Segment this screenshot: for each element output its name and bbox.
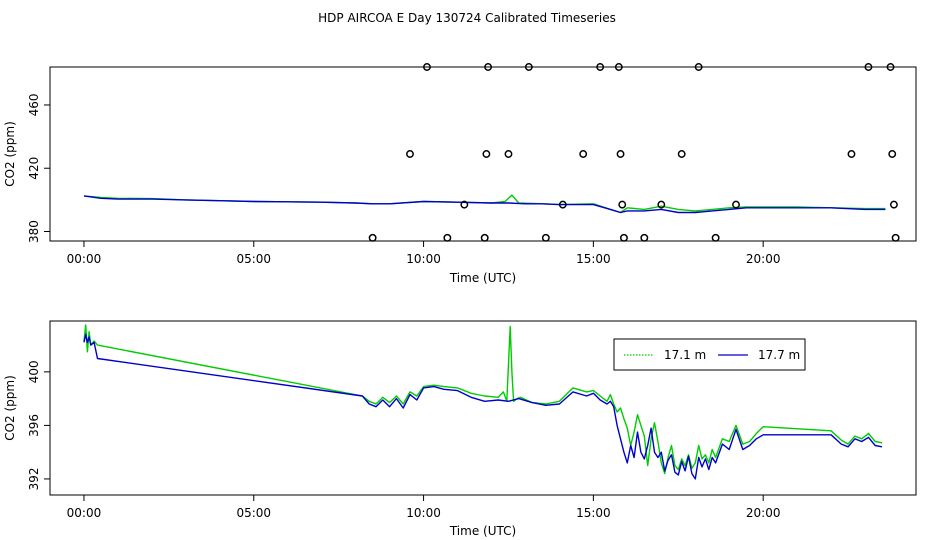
top-plot-area	[83, 63, 900, 242]
outlier-point	[558, 200, 567, 209]
top-y-axis: 380 420 460	[27, 94, 50, 243]
x-tick-label: 00:00	[67, 252, 102, 266]
bottom-x-axis-label: Time (UTC)	[449, 524, 516, 538]
outlier-point	[614, 63, 623, 71]
x-tick-label: 05:00	[236, 506, 271, 520]
outlier-point	[480, 233, 489, 242]
x-tick-label: 10:00	[406, 252, 441, 266]
x-tick-label: 20:00	[746, 506, 781, 520]
outlier-point	[732, 200, 740, 209]
top-series-line-1	[83, 195, 886, 214]
top-y-axis-label: CO2 (ppm)	[3, 121, 17, 187]
y-tick-label: 380	[27, 220, 41, 243]
outlier-point	[711, 233, 720, 242]
outlier-point	[423, 63, 431, 71]
x-tick-label: 20:00	[746, 252, 781, 266]
outlier-point	[443, 233, 452, 242]
chart-title: HDP AIRCOA E Day 130724 Calibrated Times…	[318, 11, 616, 25]
x-tick-label: 05:00	[236, 252, 271, 266]
outlier-point	[482, 150, 491, 158]
top-series-line-0	[83, 194, 886, 214]
bottom-x-axis: 00:00 05:00 10:00 15:00 20:00	[67, 495, 781, 520]
bot-series-line-0	[83, 324, 883, 475]
y-tick-label: 400	[27, 360, 41, 383]
bottom-panel: 00:00 05:00 10:00 15:00 20:00 392 396 400 Time…	[3, 320, 917, 538]
outlier-point	[541, 233, 550, 242]
x-tick-label: 00:00	[67, 506, 102, 520]
bottom-plot-area	[83, 324, 883, 480]
y-tick-label: 392	[27, 467, 41, 490]
bottom-y-axis-label: CO2 (ppm)	[3, 375, 17, 441]
outlier-point	[616, 150, 625, 158]
outlier-point	[640, 233, 649, 242]
bottom-plot-frame	[49, 320, 917, 496]
top-x-axis-label: Time (UTC)	[449, 271, 516, 285]
outlier-point	[864, 63, 873, 71]
outlier-point	[891, 233, 900, 242]
outlier-point	[847, 150, 856, 158]
outlier-point	[484, 63, 493, 71]
bottom-y-axis: 392 396 400	[27, 360, 50, 490]
outlier-point	[504, 150, 513, 158]
top-x-axis: 00:00 05:00 10:00 15:00 20:00	[67, 241, 781, 266]
x-tick-label: 15:00	[576, 252, 611, 266]
outlier-point	[460, 200, 469, 209]
outlier-point	[677, 150, 686, 158]
outlier-point	[886, 63, 895, 71]
outlier-point	[657, 200, 666, 209]
y-tick-label: 460	[27, 94, 41, 117]
outlier-point	[368, 233, 377, 242]
legend-label-17-1m: 17.1 m	[664, 348, 706, 362]
outlier-point	[694, 63, 703, 71]
outlier-point	[619, 233, 628, 242]
outlier-point	[888, 150, 897, 158]
y-tick-label: 396	[27, 414, 41, 437]
y-tick-label: 420	[27, 157, 41, 180]
x-tick-label: 10:00	[406, 506, 441, 520]
legend: 17.1 m 17.7 m	[613, 338, 806, 371]
outlier-point	[524, 63, 533, 71]
bot-series-line-1	[83, 333, 883, 480]
outlier-point	[406, 150, 414, 158]
outlier-point	[889, 200, 898, 209]
outlier-point	[596, 63, 605, 71]
x-tick-label: 15:00	[576, 506, 611, 520]
top-panel: 00:00 05:00 10:00 15:00 20:00 380 420 460 Time…	[3, 63, 917, 285]
outlier-point	[579, 150, 588, 158]
outlier-point	[618, 200, 627, 209]
legend-label-17-7m: 17.7 m	[758, 348, 800, 362]
